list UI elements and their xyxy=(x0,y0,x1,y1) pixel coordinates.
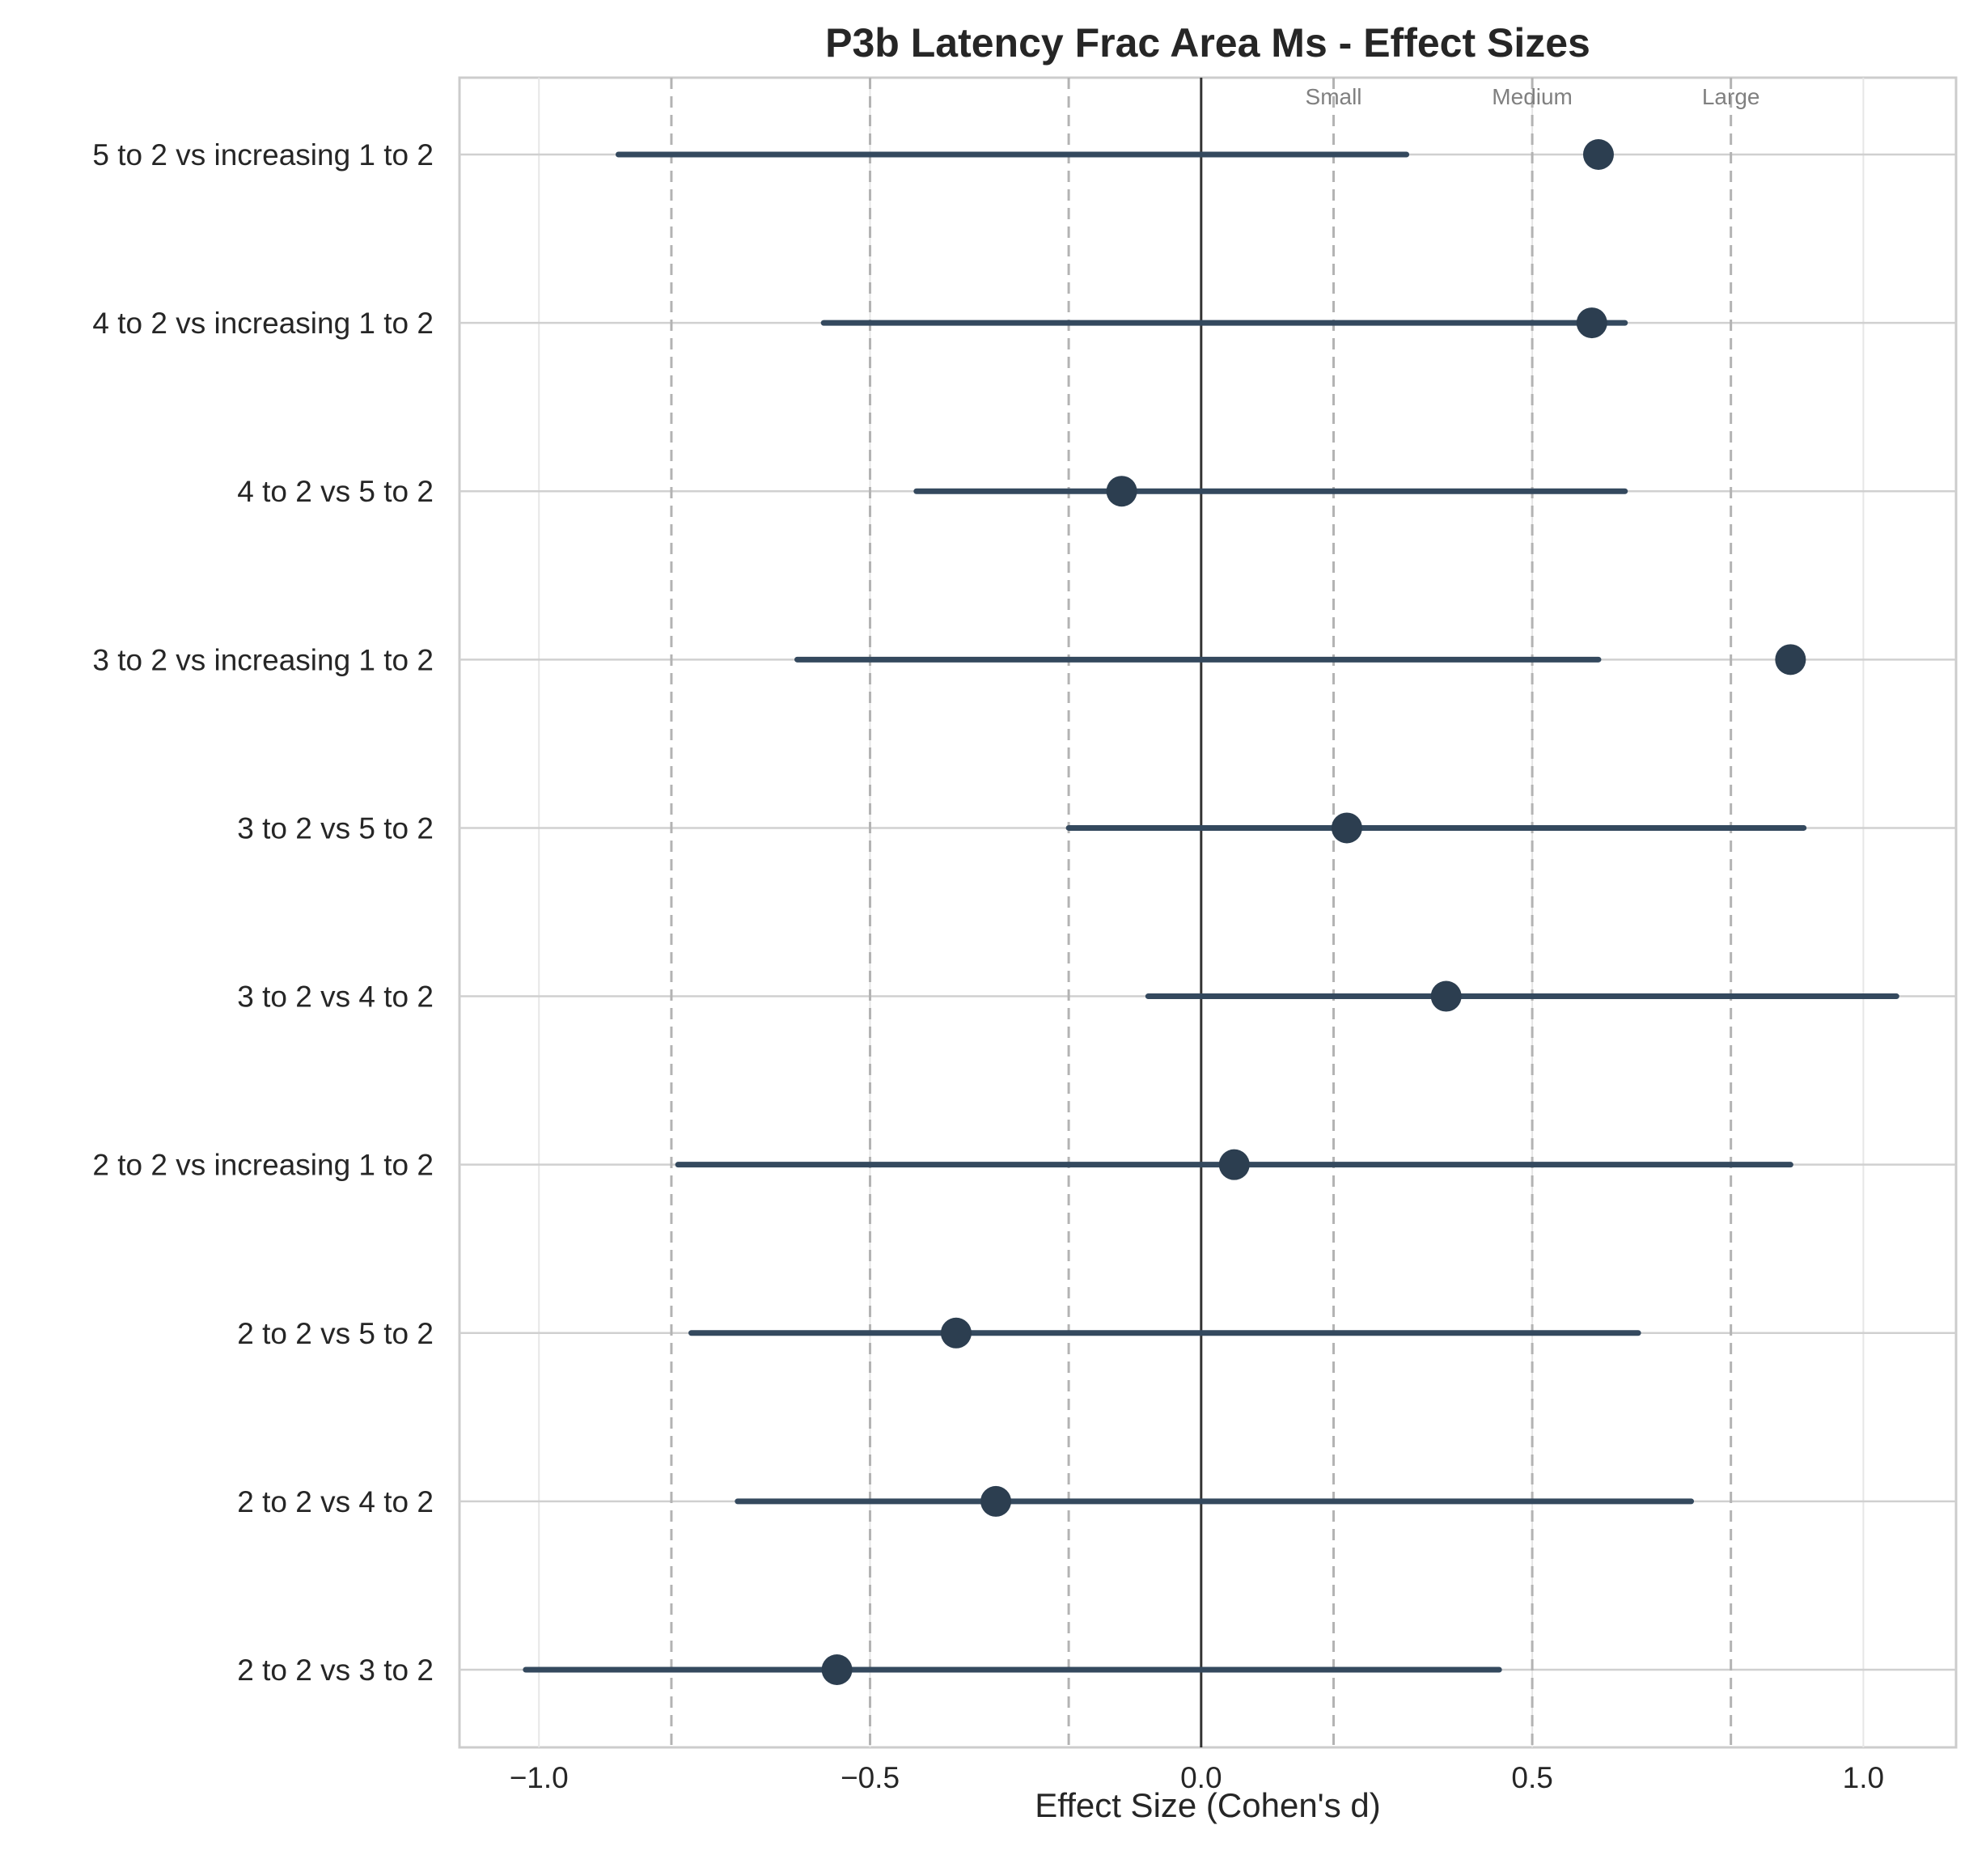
y-tick-label: 3 to 2 vs increasing 1 to 2 xyxy=(92,643,434,676)
reference-lines: Small Medium Large xyxy=(670,78,1760,1747)
x-axis-label: Effect Size (Cohen's d) xyxy=(1035,1786,1380,1824)
y-tick-label: 4 to 2 vs increasing 1 to 2 xyxy=(92,307,434,340)
x-tick-label: 0.0 xyxy=(1180,1761,1222,1794)
effect-threshold-label: Small xyxy=(1306,84,1362,109)
effect-point xyxy=(1775,644,1806,675)
effect-point xyxy=(1576,307,1607,339)
effect-threshold-label: Medium xyxy=(1492,84,1573,109)
effect-point xyxy=(1582,139,1614,170)
x-tick-label: 1.0 xyxy=(1843,1761,1884,1794)
effect-point xyxy=(1218,1149,1250,1180)
effect-point xyxy=(1430,980,1462,1012)
y-tick-label: 5 to 2 vs increasing 1 to 2 xyxy=(92,138,434,172)
y-tick-label: 4 to 2 vs 5 to 2 xyxy=(237,475,434,508)
y-tick-label: 3 to 2 vs 4 to 2 xyxy=(237,980,434,1014)
x-tick-label: −0.5 xyxy=(841,1761,900,1794)
chart-marks xyxy=(523,139,1899,1685)
effect-threshold-label: Large xyxy=(1702,84,1760,109)
chart-title: P3b Latency Frac Area Ms - Effect Sizes xyxy=(825,20,1590,66)
y-tick-label: 2 to 2 vs 3 to 2 xyxy=(237,1654,434,1687)
y-tick-label: 3 to 2 vs 5 to 2 xyxy=(237,811,434,845)
effect-point xyxy=(980,1485,1012,1517)
x-tick-label: −1.0 xyxy=(510,1761,569,1794)
x-tick-label: 0.5 xyxy=(1511,1761,1552,1794)
y-tick-label: 2 to 2 vs 5 to 2 xyxy=(237,1317,434,1350)
effect-point xyxy=(1106,476,1137,507)
y-tick-label: 2 to 2 vs 4 to 2 xyxy=(237,1485,434,1518)
x-axis-tick-labels: −1.0 −0.5 0.0 0.5 1.0 xyxy=(510,1761,1884,1794)
effect-point xyxy=(821,1654,853,1685)
plot-area xyxy=(458,76,1958,1749)
y-tick-label: 2 to 2 vs increasing 1 to 2 xyxy=(92,1149,434,1182)
effect-point xyxy=(940,1317,972,1349)
y-axis-tick-labels: 5 to 2 vs increasing 1 to 2 4 to 2 vs inc… xyxy=(92,138,434,1687)
effect-point xyxy=(1331,812,1362,844)
